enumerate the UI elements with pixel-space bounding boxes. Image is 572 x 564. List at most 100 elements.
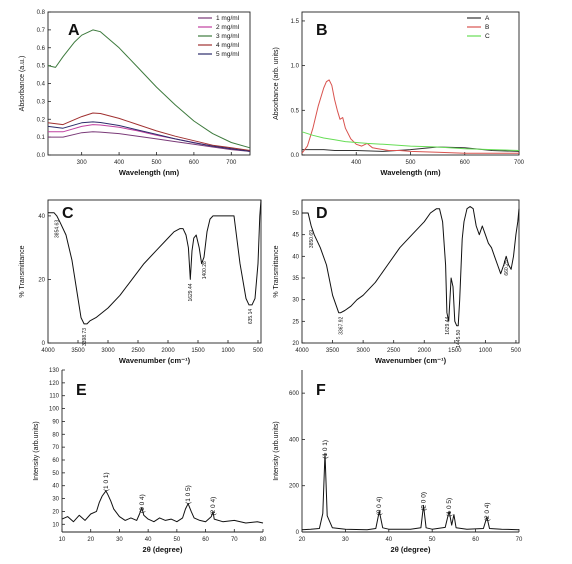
y-tick-label: 0.6 xyxy=(37,46,46,52)
x-tick-label: 60 xyxy=(472,537,479,543)
y-tick-label: 0.0 xyxy=(291,153,300,159)
x-tick-label: 3000 xyxy=(356,348,370,354)
x-tick-label: 700 xyxy=(514,160,525,166)
y-tick-label: 20 xyxy=(52,509,59,515)
x-tick-label: 40 xyxy=(145,537,152,543)
peak-label: (2 0 4) xyxy=(484,502,491,521)
x-tick-label: 1500 xyxy=(191,348,205,354)
y-tick-label: 0.3 xyxy=(37,99,46,105)
x-axis-label: 2θ (degree) xyxy=(391,545,431,554)
x-axis-label: Wavelength (nm) xyxy=(119,168,180,177)
y-tick-label: 40 xyxy=(292,254,299,260)
y-tick-label: 20 xyxy=(38,277,45,283)
y-tick-label: 60 xyxy=(52,458,59,464)
panel-letter: B xyxy=(316,22,328,39)
x-tick-label: 500 xyxy=(253,348,264,354)
x-axis-label: Wavelength (nm) xyxy=(380,168,441,177)
y-tick-label: 40 xyxy=(38,214,45,220)
x-tick-label: 80 xyxy=(260,537,267,543)
series-line-2 xyxy=(301,79,519,154)
x-tick-label: 70 xyxy=(516,537,523,543)
series-line-1 xyxy=(48,199,262,325)
x-tick-label: 3000 xyxy=(101,348,115,354)
y-axis-label: Absorbance (arb. units) xyxy=(273,47,280,120)
y-tick-label: 70 xyxy=(52,445,59,451)
y-tick-label: 30 xyxy=(292,298,299,304)
x-tick-label: 3500 xyxy=(326,348,340,354)
x-tick-label: 20 xyxy=(87,537,94,543)
y-tick-label: 100 xyxy=(49,407,60,413)
y-tick-label: 25 xyxy=(292,319,299,325)
panel-c: 4000 3500 3000 2500 2000 1500 1000 500 0 20 40 Wave… xyxy=(19,199,264,365)
y-tick-label: 50 xyxy=(292,211,299,217)
x-tick-label: 600 xyxy=(460,160,471,166)
peak-label: 3850.69 xyxy=(309,230,315,248)
peak-label: (2 0 4) xyxy=(210,497,217,516)
y-axis-label: % Transmittance xyxy=(273,245,280,297)
peak-label: (1 0 1) xyxy=(103,472,110,491)
y-tick-label: 20 xyxy=(292,341,299,347)
x-tick-label: 4000 xyxy=(295,348,309,354)
series-line-3 xyxy=(301,131,520,151)
x-tick-label: 10 xyxy=(59,537,66,543)
series-line-1 xyxy=(48,131,251,152)
legend-label: C xyxy=(485,33,490,40)
peak-label: (1 0 1) xyxy=(322,440,329,459)
y-axis-label: Absorbance (a.u.) xyxy=(19,56,26,112)
peak-label: 3398.73 xyxy=(82,328,88,346)
legend-label: 4 mg/ml xyxy=(216,42,240,49)
y-tick-label: 1.0 xyxy=(291,64,300,70)
y-tick-label: 600 xyxy=(289,391,300,397)
y-tick-label: 200 xyxy=(289,484,300,490)
y-tick-label: 45 xyxy=(292,233,299,239)
y-tick-label: 80 xyxy=(52,432,59,438)
peak-label: 1629.44 xyxy=(188,283,194,301)
x-tick-label: 20 xyxy=(299,537,306,543)
peak-label: 660.25 xyxy=(504,260,510,276)
legend-label: 5 mg/ml xyxy=(216,51,240,58)
peak-label: (1 0 5) xyxy=(446,498,453,517)
x-tick-label: 400 xyxy=(351,160,362,166)
y-tick-label: 400 xyxy=(289,437,300,443)
x-tick-label: 1500 xyxy=(448,348,462,354)
legend-label: 1 mg/ml xyxy=(216,15,240,22)
x-tick-label: 2500 xyxy=(131,348,145,354)
y-tick-label: 30 xyxy=(52,497,59,503)
y-tick-label: 10 xyxy=(52,522,59,528)
peak-label: 635.14 xyxy=(248,309,254,325)
y-tick-label: 1.5 xyxy=(291,19,300,25)
panel-b: 400 500 600 700 0.0 0.5 1.0 1.5 Wavelength (nm) A… xyxy=(273,11,525,177)
y-tick-label: 90 xyxy=(52,419,59,425)
x-tick-label: 2000 xyxy=(161,348,175,354)
y-axis-label: Intensity (arb.units) xyxy=(273,421,280,481)
series-line-1 xyxy=(61,490,264,524)
x-tick-label: 2500 xyxy=(387,348,401,354)
peak-label: 3367.92 xyxy=(339,316,345,334)
y-tick-label: 0.0 xyxy=(37,153,46,159)
panel-letter: F xyxy=(316,382,326,399)
x-tick-label: 500 xyxy=(151,160,162,166)
x-tick-label: 30 xyxy=(342,537,349,543)
y-tick-label: 40 xyxy=(52,484,59,490)
x-tick-label: 2000 xyxy=(418,348,432,354)
x-tick-label: 30 xyxy=(116,537,123,543)
x-tick-label: 50 xyxy=(174,537,181,543)
x-tick-label: 4000 xyxy=(41,348,55,354)
y-tick-label: 0.4 xyxy=(37,82,46,88)
panel-letter: A xyxy=(68,22,80,39)
legend-label: A xyxy=(485,15,490,22)
series-line-1 xyxy=(302,146,520,152)
legend-label: 3 mg/ml xyxy=(216,33,240,40)
peak-label: (0 0 4) xyxy=(376,497,383,516)
y-tick-label: 0.8 xyxy=(37,10,46,16)
x-axis-label: Wavenumber (cm⁻¹) xyxy=(119,356,191,365)
peak-label: (0 0 4) xyxy=(139,494,146,513)
x-tick-label: 50 xyxy=(429,537,436,543)
panel-letter: D xyxy=(316,205,328,222)
peak-label: (2 0 0) xyxy=(421,492,428,511)
series-line-1 xyxy=(302,206,520,327)
x-tick-label: 1000 xyxy=(221,348,235,354)
y-tick-label: 120 xyxy=(49,381,60,387)
x-axis-label: Wavenumber (cm⁻¹) xyxy=(375,356,447,365)
